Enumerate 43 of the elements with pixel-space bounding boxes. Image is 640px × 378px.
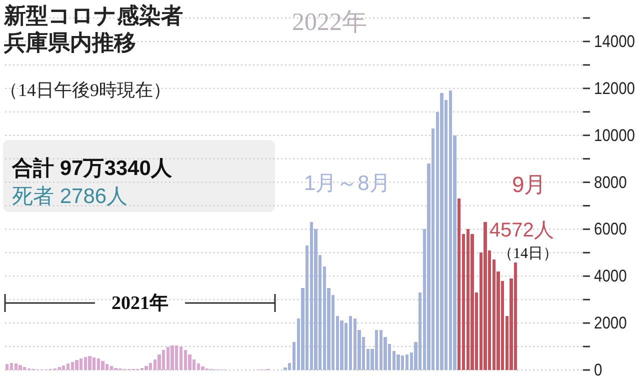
bar <box>110 366 114 370</box>
bar <box>484 222 487 370</box>
y-tick-label: 2000 <box>594 314 632 333</box>
bar <box>18 364 22 370</box>
bar <box>170 345 174 370</box>
text: （14日午後9時現在） <box>0 80 171 100</box>
y-tick-label: 8000 <box>594 172 632 192</box>
bar <box>144 366 148 370</box>
y-tick-label: 0 <box>594 360 604 378</box>
bar <box>22 367 26 370</box>
y-tick-label: 14000 <box>594 32 640 51</box>
bar <box>58 367 61 370</box>
bar <box>96 358 100 370</box>
bar <box>75 360 78 370</box>
bar <box>88 356 92 370</box>
annotation: （14日） <box>498 246 558 262</box>
bar <box>10 362 14 370</box>
y-tick-label: 12000 <box>594 78 640 98</box>
bar <box>101 361 104 370</box>
annotation: 1月～8月 <box>304 172 390 195</box>
annotation: 合計 97万3340人 <box>11 157 173 180</box>
bar <box>396 354 400 370</box>
bar <box>440 93 444 370</box>
bar <box>348 316 352 370</box>
y-tick-label: 10000 <box>594 126 640 145</box>
bar <box>448 90 452 370</box>
bar <box>201 366 204 370</box>
bar <box>458 198 461 370</box>
annotation: 死者 2786人 <box>12 185 128 208</box>
data-label: 4572人 <box>489 220 554 242</box>
y-tick-label: 6000 <box>594 220 632 239</box>
bar <box>62 365 66 370</box>
y-tick-label: 4000 <box>594 266 632 286</box>
annotation: 9月 <box>512 172 546 197</box>
bar <box>166 347 170 370</box>
annotation: 2022年 <box>292 9 367 36</box>
bar <box>66 363 70 370</box>
bar <box>79 358 83 370</box>
bar <box>405 354 409 370</box>
chart-title: 新型コロナ感染者兵庫県内推移 <box>4 2 184 56</box>
bar <box>6 364 9 370</box>
annotation: 2021年 <box>112 293 168 314</box>
bar <box>179 346 183 370</box>
